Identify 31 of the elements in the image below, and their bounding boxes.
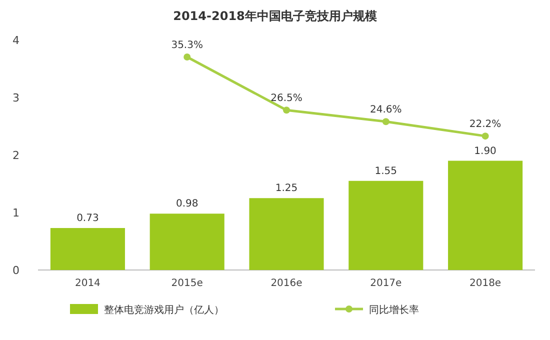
data-label: 0.98	[176, 198, 198, 210]
bar	[348, 180, 424, 270]
data-label: 35.3%	[171, 40, 203, 52]
y-tick-label: 4	[12, 34, 20, 47]
x-tick-label: 2018e	[469, 278, 502, 289]
chart-title: 2014-2018年中国电子竞技用户规模	[173, 9, 377, 23]
data-label: 1.55	[374, 166, 398, 177]
bar	[448, 160, 523, 270]
data-label: 24.6%	[370, 104, 402, 116]
data-label: 1.25	[275, 183, 298, 194]
data-label: 26.5%	[270, 93, 302, 104]
point	[482, 132, 489, 140]
y-tick-label: 0	[12, 264, 20, 277]
bar	[50, 228, 125, 270]
point	[283, 106, 290, 114]
bar	[249, 198, 324, 270]
legend-label: 同比增长率	[369, 304, 419, 316]
x-tick-label: 2015e	[171, 278, 203, 289]
legend-label: 整体电竞游戏用户（亿人）	[104, 304, 224, 316]
data-label: 1.90	[474, 146, 496, 157]
bar	[150, 214, 224, 270]
y-tick-label: 2	[12, 149, 20, 162]
data-label: 22.2%	[469, 119, 502, 130]
data-label: 0.73	[76, 213, 99, 224]
point	[382, 118, 390, 126]
point	[184, 54, 191, 61]
y-tick-label: 3	[12, 92, 20, 104]
y-tick-label: 1	[12, 206, 20, 220]
x-tick-label: 2016e	[270, 278, 302, 289]
x-tick-label: 2014	[74, 278, 100, 289]
x-tick-label: 2017e	[370, 278, 402, 289]
